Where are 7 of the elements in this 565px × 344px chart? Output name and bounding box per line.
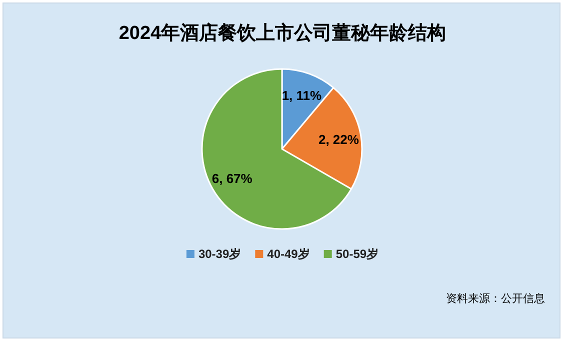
data-label: 6, 67% bbox=[212, 170, 253, 186]
legend-label: 40-49岁 bbox=[267, 247, 310, 261]
legend-label: 30-39岁 bbox=[198, 247, 242, 261]
data-label: 2, 22% bbox=[318, 132, 360, 147]
chart-title: 2024年酒店餐饮上市公司董秘年龄结构 bbox=[118, 22, 446, 44]
legend-label: 50-59岁 bbox=[336, 247, 379, 261]
text: 资料来源：公开信息 bbox=[446, 292, 545, 305]
